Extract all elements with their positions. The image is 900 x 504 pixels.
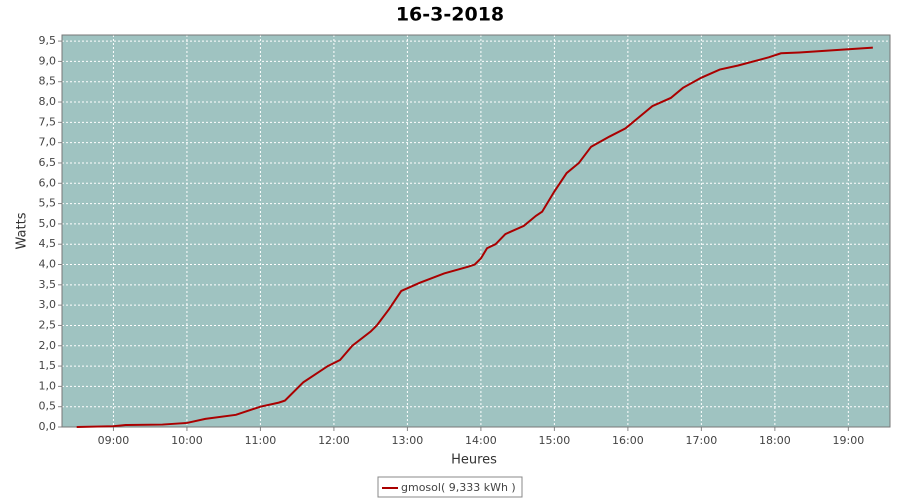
plot-border [61,34,891,428]
x-tick-label: 13:00 [392,434,424,447]
y-tick-label: 2,0 [39,339,57,352]
chart-title: 16-3-2018 [396,4,504,26]
y-tick-label: 1,5 [39,359,57,372]
x-axis-label: Heures [451,453,497,468]
y-tick-label: 3,0 [39,298,57,311]
y-tick-label: 4,0 [39,258,57,271]
x-tick-label: 09:00 [98,434,130,447]
x-tick-label: 14:00 [465,434,497,447]
y-tick-label: 8,0 [39,95,57,108]
y-tick-label: 4,5 [39,237,57,250]
y-tick-label: 9,0 [39,54,57,67]
y-tick-label: 3,5 [39,278,57,291]
x-tick-label: 19:00 [833,434,865,447]
y-tick-label: 5,0 [39,217,57,230]
legend: gmosol( 9,333 kWh ) [377,476,523,498]
x-tick-label: 17:00 [686,434,718,447]
y-tick-label: 9,5 [39,34,57,47]
y-tick-label: 6,0 [39,176,57,189]
y-tick-label: 2,5 [39,318,57,331]
x-tick-label: 12:00 [318,434,350,447]
y-tick-label: 8,5 [39,75,57,88]
x-tick-label: 18:00 [759,434,791,447]
legend-label: gmosol( 9,333 kWh ) [401,481,516,494]
y-tick-label: 7,0 [39,136,57,149]
data-line [76,46,873,428]
x-tick-label: 16:00 [612,434,644,447]
x-tick-label: 10:00 [171,434,203,447]
x-tick-label: 15:00 [539,434,571,447]
plot-area [62,35,890,427]
legend-box [377,476,523,498]
y-tick-label: 7,5 [39,115,57,128]
y-tick-label: 5,5 [39,197,57,210]
y-tick-label: 6,5 [39,156,57,169]
y-axis-label: Watts [15,212,30,249]
x-tick-label: 11:00 [245,434,277,447]
y-tick-label: 1,0 [39,379,57,392]
y-tick-label: 0,0 [39,420,57,433]
y-tick-label: 0,5 [39,400,57,413]
